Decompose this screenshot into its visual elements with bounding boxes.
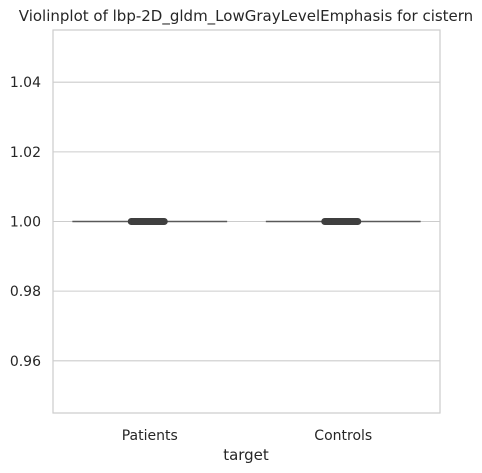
median-point [131,218,139,225]
violin-marks [72,218,421,225]
x-axis-label: target [223,446,269,464]
y-tick-label: 1.04 [10,75,41,91]
y-tick-label: 1.02 [10,145,41,161]
median-point [324,218,332,225]
y-tick-label: 1.00 [10,215,41,231]
y-tick-labels: 0.96 0.98 1.00 1.02 1.04 [10,75,41,370]
x-tick-label: Patients [122,428,178,444]
x-tick-label: Controls [314,428,372,444]
plot-frame [52,29,441,414]
y-tick-label: 0.98 [10,284,41,300]
x-tick-labels: Patients Controls [122,428,372,444]
chart-title: Violinplot of lbp-2D_gldm_LowGrayLevelEm… [19,7,473,26]
y-tick-label: 0.96 [10,354,41,370]
